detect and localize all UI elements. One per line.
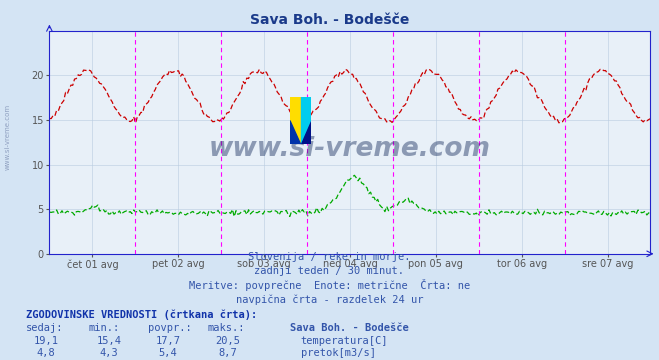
Text: temperatura[C]: temperatura[C] <box>301 336 388 346</box>
Text: 5,4: 5,4 <box>159 348 177 358</box>
Text: sedaj:: sedaj: <box>26 323 64 333</box>
Text: 4,3: 4,3 <box>100 348 118 358</box>
Text: maks.:: maks.: <box>208 323 245 333</box>
Polygon shape <box>290 121 301 144</box>
Text: Sava Boh. - Bodešče: Sava Boh. - Bodešče <box>250 13 409 27</box>
Text: Meritve: povprečne  Enote: metrične  Črta: ne: Meritve: povprečne Enote: metrične Črta:… <box>189 279 470 291</box>
Text: 20,5: 20,5 <box>215 336 240 346</box>
Text: www.si-vreme.com: www.si-vreme.com <box>5 104 11 170</box>
Text: Slovenija / reke in morje.: Slovenija / reke in morje. <box>248 252 411 262</box>
Text: povpr.:: povpr.: <box>148 323 192 333</box>
Text: 8,7: 8,7 <box>218 348 237 358</box>
Text: pretok[m3/s]: pretok[m3/s] <box>301 348 376 358</box>
Text: navpična črta - razdelek 24 ur: navpična črta - razdelek 24 ur <box>236 294 423 305</box>
Text: 4,8: 4,8 <box>37 348 55 358</box>
Text: ZGODOVINSKE VREDNOSTI (črtkana črta):: ZGODOVINSKE VREDNOSTI (črtkana črta): <box>26 309 258 320</box>
Bar <box>290 97 301 144</box>
Text: zadnji teden / 30 minut.: zadnji teden / 30 minut. <box>254 266 405 276</box>
Text: min.:: min.: <box>89 323 120 333</box>
Text: www.si-vreme.com: www.si-vreme.com <box>209 136 491 162</box>
Text: 17,7: 17,7 <box>156 336 181 346</box>
Text: Sava Boh. - Bodešče: Sava Boh. - Bodešče <box>290 323 409 333</box>
Bar <box>301 97 311 144</box>
Text: 19,1: 19,1 <box>34 336 59 346</box>
Polygon shape <box>301 121 311 144</box>
Text: 15,4: 15,4 <box>96 336 121 346</box>
